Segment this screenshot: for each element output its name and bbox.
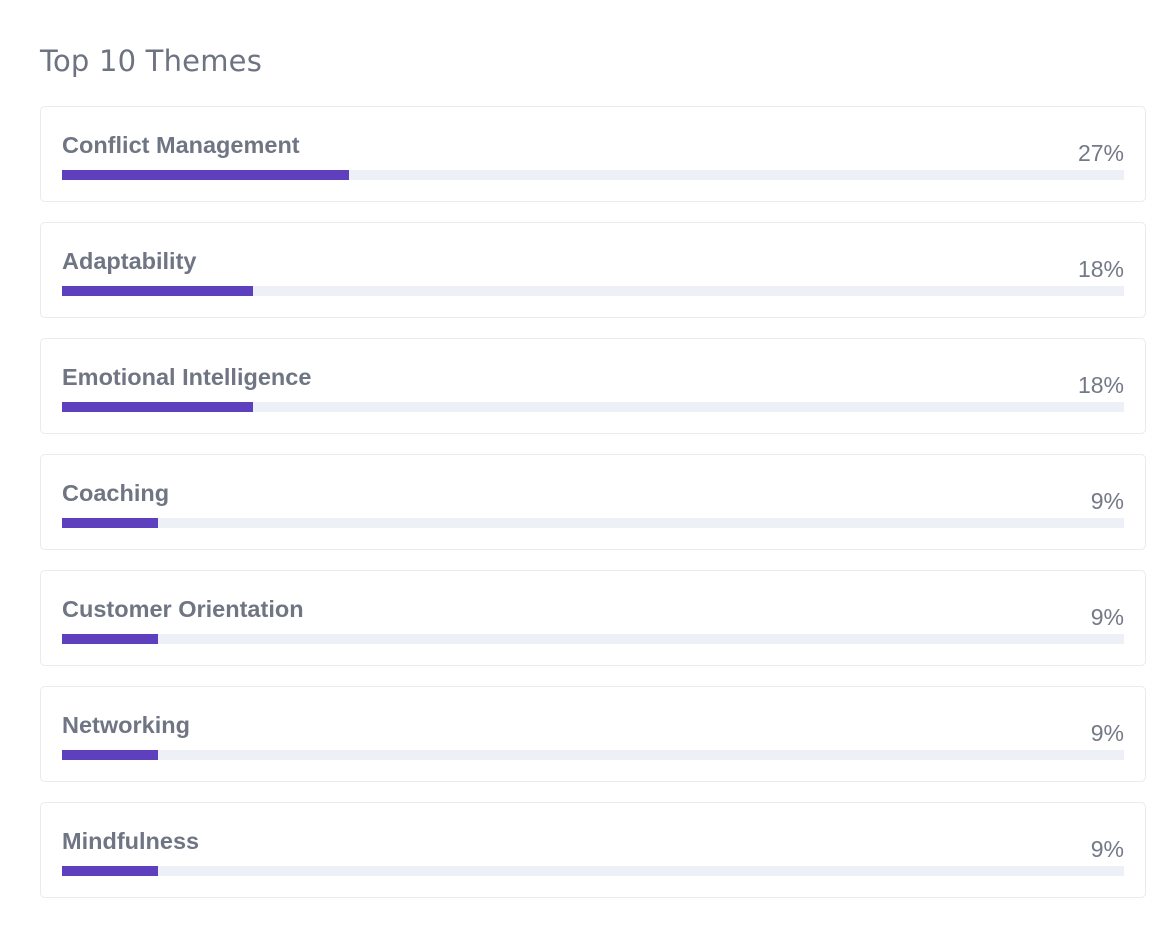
progress-track <box>62 866 1124 876</box>
theme-list: Conflict Management 27% Adaptability 18%… <box>40 106 1146 918</box>
theme-percent: 9% <box>1090 720 1124 746</box>
progress-fill <box>62 170 349 180</box>
theme-percent: 9% <box>1090 488 1124 514</box>
progress-track <box>62 634 1124 644</box>
progress-fill <box>62 750 158 760</box>
theme-card: Adaptability 18% <box>40 222 1146 318</box>
theme-percent: 9% <box>1090 836 1124 862</box>
theme-name: Networking <box>62 712 190 738</box>
progress-fill <box>62 634 158 644</box>
theme-card: Customer Orientation 9% <box>40 570 1146 666</box>
theme-name: Customer Orientation <box>62 596 304 622</box>
progress-fill <box>62 402 254 412</box>
theme-name: Adaptability <box>62 248 197 274</box>
progress-track <box>62 518 1124 528</box>
theme-card: Networking 9% <box>40 686 1146 782</box>
theme-percent: 18% <box>1077 372 1124 398</box>
theme-name: Coaching <box>62 480 170 506</box>
theme-name: Mindfulness <box>62 828 200 854</box>
theme-percent: 18% <box>1077 256 1124 282</box>
theme-percent: 9% <box>1090 604 1124 630</box>
theme-card: Mindfulness 9% <box>40 802 1146 898</box>
progress-track <box>62 402 1124 412</box>
progress-track <box>62 750 1124 760</box>
progress-track <box>62 170 1124 180</box>
theme-card: Emotional Intelligence 18% <box>40 338 1146 434</box>
progress-fill <box>62 518 158 528</box>
widget-title: Top 10 Themes <box>40 44 263 78</box>
progress-fill <box>62 286 254 296</box>
theme-card: Coaching 9% <box>40 454 1146 550</box>
theme-name: Conflict Management <box>62 132 300 158</box>
theme-percent: 27% <box>1077 140 1124 166</box>
theme-name: Emotional Intelligence <box>62 364 312 390</box>
progress-fill <box>62 866 158 876</box>
progress-track <box>62 286 1124 296</box>
theme-card: Conflict Management 27% <box>40 106 1146 202</box>
